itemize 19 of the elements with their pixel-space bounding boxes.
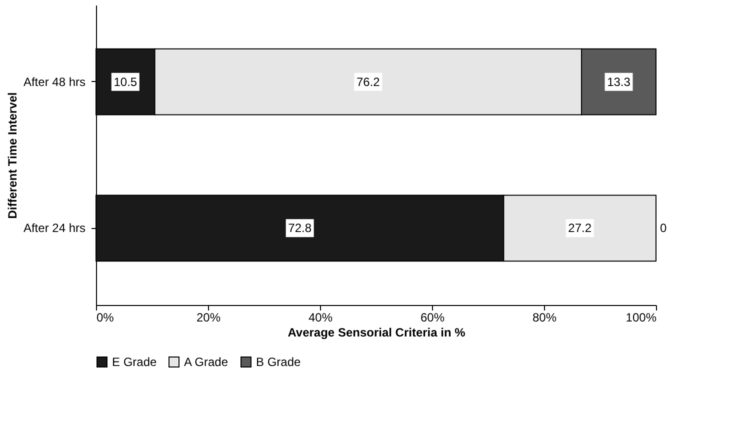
x-tick-label: 40% xyxy=(308,310,333,324)
x-tick-label: 0% xyxy=(96,310,114,324)
x-axis-title: Average Sensorial Criteria in % xyxy=(288,326,466,340)
y-tick-label: After 48 hrs xyxy=(23,74,86,89)
data-label: 27.2 xyxy=(568,221,592,236)
data-label: 72.8 xyxy=(288,221,312,236)
data-label: 0 xyxy=(660,221,667,236)
x-tick-label: 80% xyxy=(532,310,557,324)
legend-label: E Grade xyxy=(112,355,158,369)
x-tick-label: 60% xyxy=(420,310,445,324)
legend-label: A Grade xyxy=(184,355,228,369)
data-label: 10.5 xyxy=(114,74,138,89)
data-label: 13.3 xyxy=(607,74,631,89)
x-tick-label: 100% xyxy=(626,310,657,324)
y-axis-title: Different Time Intervel xyxy=(5,92,20,219)
legend-label: B Grade xyxy=(256,355,302,369)
y-tick-label: After 24 hrs xyxy=(23,221,86,236)
x-tick-label: 20% xyxy=(196,310,221,324)
data-label: 76.2 xyxy=(356,74,380,89)
